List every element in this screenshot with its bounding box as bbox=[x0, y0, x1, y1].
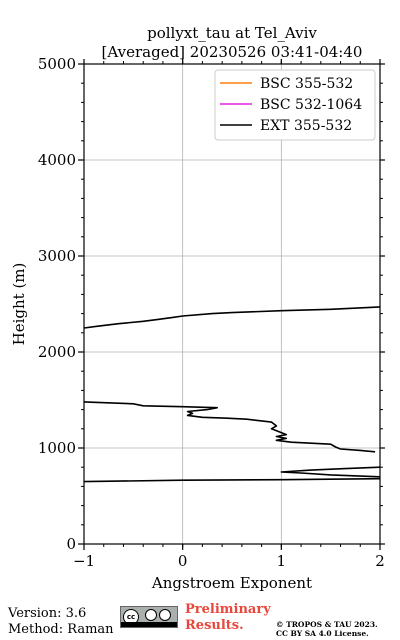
chart-canvas: pollyxt_tau at Tel_Aviv [Averaged] 20230… bbox=[10, 24, 385, 592]
copyright-line2: CC BY SA 4.0 License. bbox=[276, 629, 369, 638]
x-tick-label: 1 bbox=[277, 552, 287, 570]
version-text: Version: 3.6 bbox=[8, 606, 87, 621]
x-tick-label: −1 bbox=[73, 552, 95, 570]
y-tick-label: 1000 bbox=[38, 439, 76, 457]
legend: BSC 355-532 BSC 532-1064 EXT 355-532 bbox=[214, 69, 376, 141]
plot-frame bbox=[83, 63, 381, 545]
series-lines bbox=[83, 306, 381, 483]
preliminary-line2: Results. bbox=[185, 618, 244, 633]
legend-label-bsc532: BSC 532-1064 bbox=[260, 97, 362, 113]
chart-title-line2: [Averaged] 20230526 03:41-04:40 bbox=[102, 43, 363, 61]
y-tick-label: 4000 bbox=[38, 151, 76, 169]
x-tick-label: 2 bbox=[375, 552, 385, 570]
cc-license-badge: cc bbox=[120, 606, 178, 628]
copyright-notice: © TROPOS & TAU 2023. CC BY SA 4.0 Licens… bbox=[276, 620, 378, 638]
legend-label-ext355: EXT 355-532 bbox=[260, 118, 352, 134]
cc-icon: cc bbox=[123, 609, 139, 625]
y-tick-label: 3000 bbox=[38, 247, 76, 265]
chart-title-line1: pollyxt_tau at Tel_Aviv bbox=[147, 24, 317, 42]
x-axis-label: Angstroem Exponent bbox=[151, 574, 312, 592]
preliminary-results: Preliminary Results. bbox=[185, 602, 271, 634]
copyright-line1: © TROPOS & TAU 2023. bbox=[276, 620, 378, 629]
y-tick-label: 0 bbox=[66, 535, 76, 553]
method-text: Method: Raman bbox=[8, 622, 114, 637]
preliminary-line1: Preliminary bbox=[185, 602, 271, 617]
legend-box bbox=[214, 69, 376, 141]
license-strip bbox=[121, 622, 177, 627]
series-line-2 bbox=[83, 306, 381, 483]
legend-label-bsc355: BSC 355-532 bbox=[260, 76, 353, 92]
sa-icon bbox=[159, 609, 171, 621]
y-axis-label: Height (m) bbox=[10, 263, 28, 346]
y-tick-label: 2000 bbox=[38, 343, 76, 361]
y-tick-label: 5000 bbox=[38, 55, 76, 73]
x-tick-label: 0 bbox=[178, 552, 188, 570]
by-icon bbox=[145, 609, 157, 621]
